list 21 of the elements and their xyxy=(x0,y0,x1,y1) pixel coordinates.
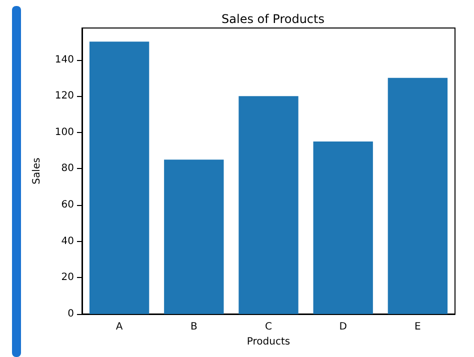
bar xyxy=(164,160,224,314)
y-tick-label: 120 xyxy=(54,90,74,102)
bar xyxy=(238,96,298,314)
x-axis-title: Products xyxy=(246,336,290,348)
chart-title: Sales of Products xyxy=(222,12,324,26)
y-tick-label: 0 xyxy=(68,308,74,320)
bar xyxy=(313,141,373,314)
y-tick-label: 100 xyxy=(54,126,74,138)
x-tick-label: A xyxy=(116,322,123,332)
y-tick-label: 40 xyxy=(61,236,74,247)
y-tick-label: 20 xyxy=(61,272,74,284)
y-tick-label: 140 xyxy=(54,54,74,66)
y-tick-label: 60 xyxy=(61,200,74,211)
x-tick-label: C xyxy=(265,322,272,332)
x-tick-label: B xyxy=(190,322,198,332)
x-tick-label: D xyxy=(339,322,348,332)
x-tick-label: E xyxy=(414,322,421,332)
y-axis-title: Sales xyxy=(32,158,42,184)
bar xyxy=(89,42,150,314)
y-tick-label: 80 xyxy=(61,163,74,174)
bar xyxy=(388,78,448,314)
